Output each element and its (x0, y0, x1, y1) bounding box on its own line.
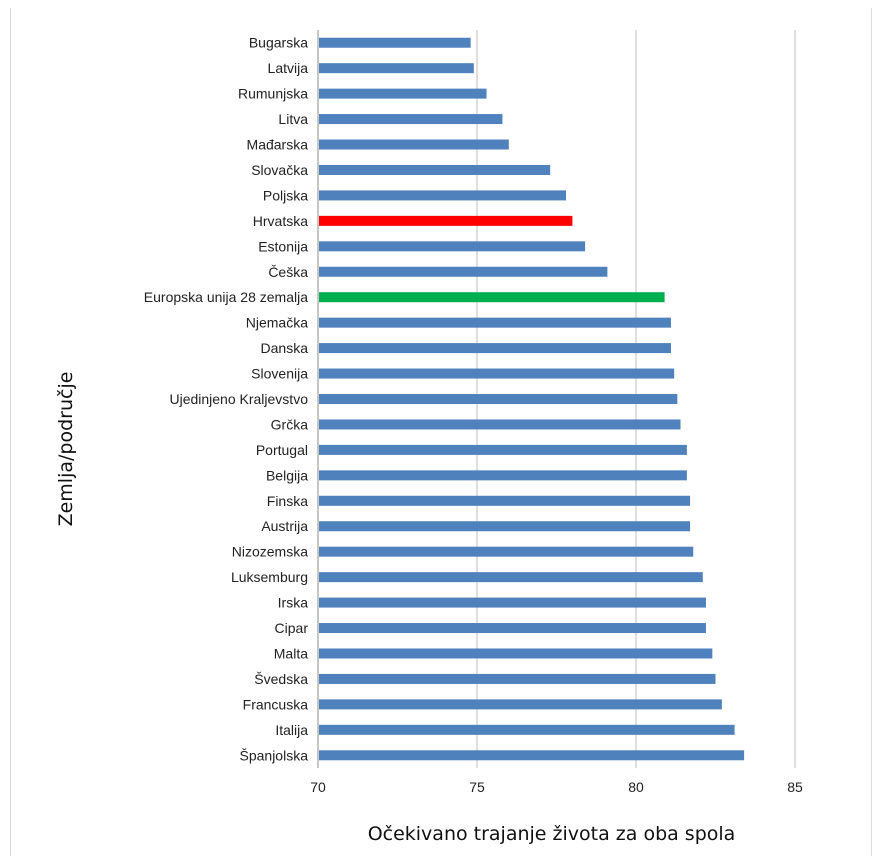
bars (319, 37, 745, 761)
category-label: Luksemburg (231, 569, 308, 585)
bar (319, 114, 503, 125)
category-label: Grčka (271, 416, 309, 432)
bar (319, 546, 694, 557)
x-tick-label: 85 (787, 779, 803, 795)
bar (319, 521, 691, 532)
category-label: Švedska (254, 671, 308, 687)
x-tick-labels: 70 75 80 85 (310, 779, 803, 795)
bar (319, 343, 671, 354)
category-label: Slovenija (251, 366, 308, 382)
category-label: Rumunjska (238, 86, 308, 102)
category-label: Belgija (266, 467, 308, 483)
bar (319, 317, 671, 328)
bar (319, 292, 665, 303)
category-label: Nizozemska (232, 544, 308, 560)
x-tick-label: 80 (628, 779, 644, 795)
bar (319, 572, 703, 583)
x-tick-label: 70 (310, 779, 326, 795)
bar (319, 470, 687, 481)
category-label: Hrvatska (253, 213, 308, 229)
x-tick-label: 75 (469, 779, 485, 795)
category-label: Bugarska (249, 35, 308, 51)
category-label: Litva (278, 111, 308, 127)
bar (319, 597, 706, 608)
chart-frame (10, 8, 872, 856)
bar (319, 368, 675, 379)
x-axis-title: Očekivano trajanje života za oba spola (368, 823, 736, 845)
category-label: Češka (268, 264, 308, 280)
bar (319, 699, 722, 710)
bar (319, 88, 487, 99)
category-label: Španjolska (240, 747, 309, 763)
category-label: Poljska (263, 187, 308, 203)
bar (319, 241, 586, 252)
category-label: Njemačka (246, 315, 308, 331)
category-label: Slovačka (251, 162, 308, 178)
category-label: Cipar (275, 620, 309, 636)
bar (319, 750, 745, 761)
category-label: Mađarska (247, 137, 309, 153)
bar (319, 673, 716, 684)
bar (319, 495, 691, 506)
category-label: Malta (274, 645, 308, 661)
bar (319, 164, 551, 175)
category-label: Estonija (258, 238, 308, 254)
category-label: Austrija (261, 518, 308, 534)
category-label: Latvija (268, 60, 309, 76)
bar (319, 419, 681, 430)
category-label: Danska (261, 340, 309, 356)
category-label: Francuska (243, 696, 309, 712)
bar (319, 139, 509, 150)
y-axis-title: Zemlja/područje (55, 372, 77, 527)
bar (319, 215, 573, 226)
bar (319, 63, 474, 74)
category-label: Irska (278, 595, 309, 611)
bar (319, 648, 713, 659)
category-label: Ujedinjeno Kraljevstvo (169, 391, 308, 407)
bar (319, 724, 735, 735)
category-label: Portugal (256, 442, 308, 458)
category-label: Finska (267, 493, 308, 509)
bar (319, 190, 567, 201)
bar (319, 394, 678, 404)
bar (319, 266, 608, 277)
bar (319, 444, 687, 455)
bar (319, 37, 471, 48)
category-labels: Bugarska Latvija Rumunjska Litva Mađarska Slo… (144, 35, 309, 764)
bar (319, 623, 706, 634)
category-label: Italija (275, 722, 308, 738)
category-label: Europska unija 28 zemalja (144, 289, 308, 305)
